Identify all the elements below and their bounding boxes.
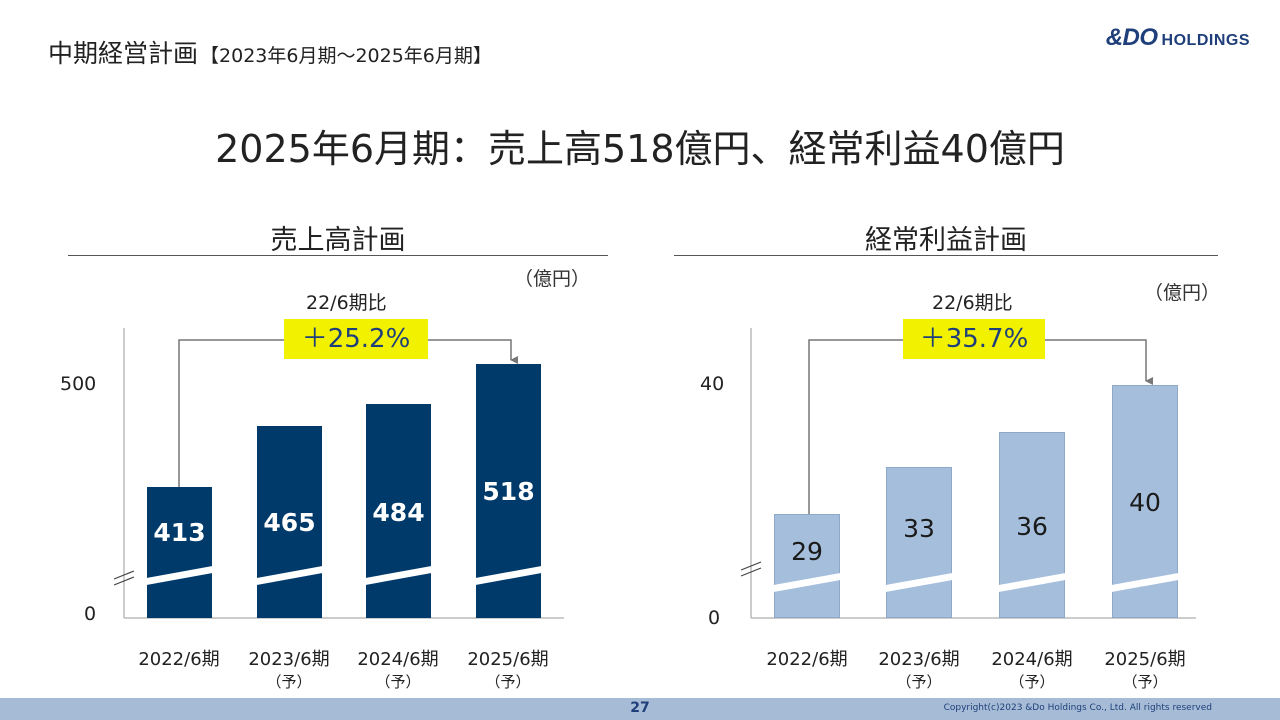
- sales-comparison-label: 22/6期比: [306, 292, 387, 314]
- sales-axis-break-icon: [113, 570, 135, 586]
- slide-title-period: 【2023年6月期～2025年6月期】: [200, 45, 492, 67]
- sales-value-2022: 413: [153, 518, 206, 547]
- logo-text: HOLDINGS: [1161, 32, 1250, 49]
- profit-xcat-2024-year: 2024/6期: [991, 649, 1073, 670]
- sales-ytick-500: 500: [60, 373, 97, 395]
- sales-panel-rule: [68, 255, 608, 256]
- sales-xcat-2025-year: 2025/6期: [467, 649, 549, 670]
- profit-comparison-label: 22/6期比: [932, 292, 1013, 314]
- sales-value-2025: 518: [482, 477, 535, 506]
- profit-xcat-2022-year: 2022/6期: [766, 649, 848, 670]
- profit-xcat-2023: 2023/6期 （予）: [869, 648, 969, 692]
- profit-xcat-2024-note: （予）: [1009, 673, 1055, 691]
- sales-bracket-right: [428, 339, 518, 364]
- profit-bracket-right: [1045, 339, 1153, 385]
- profit-panel-title: 経常利益計画: [865, 225, 1027, 256]
- profit-bar-2022: [774, 514, 840, 618]
- sales-xcat-2024-year: 2024/6期: [357, 649, 439, 670]
- profit-ytick-40: 40: [700, 373, 725, 395]
- sales-xcat-2022: 2022/6期: [129, 648, 229, 672]
- sales-panel-title: 売上高計画: [270, 225, 406, 256]
- profit-panel-rule: [674, 255, 1218, 256]
- sales-value-2024: 484: [372, 498, 425, 527]
- copyright-notice: Copyright(c)2023 &Do Holdings Co., Ltd. …: [943, 703, 1212, 713]
- sales-bar-2022: [147, 487, 212, 618]
- sales-ytick-0: 0: [84, 603, 97, 625]
- sales-growth-highlight: ＋25.2%: [284, 319, 428, 359]
- sales-xcat-2024-note: （予）: [375, 673, 421, 691]
- profit-xcat-2023-note: （予）: [896, 673, 942, 691]
- profit-unit-label: （億円）: [1144, 282, 1221, 304]
- profit-axis-break-icon: [740, 561, 762, 577]
- profit-value-2025: 40: [1129, 488, 1161, 517]
- profit-xcat-2023-year: 2023/6期: [878, 649, 960, 670]
- logo-mark: &DO: [1105, 24, 1158, 51]
- slide-title: 中期経営計画 【2023年6月期～2025年6月期】: [48, 34, 492, 70]
- slide-title-main: 中期経営計画: [48, 39, 199, 68]
- sales-xcat-2022-year: 2022/6期: [138, 649, 220, 670]
- profit-xcat-2024: 2024/6期 （予）: [982, 648, 1082, 692]
- profit-xcat-2025-note: （予）: [1122, 673, 1168, 691]
- page-number: 27: [630, 700, 650, 716]
- profit-xcat-2025-year: 2025/6期: [1104, 649, 1186, 670]
- sales-unit-label: （億円）: [514, 268, 591, 290]
- headline: 2025年6月期：売上高518億円、経常利益40億円: [215, 127, 1065, 171]
- sales-xcat-2025: 2025/6期 （予）: [458, 648, 558, 692]
- profit-ytick-0: 0: [708, 607, 721, 629]
- sales-xcat-2023-year: 2023/6期: [248, 649, 330, 670]
- company-logo: &DO HOLDINGS: [1106, 24, 1250, 52]
- sales-xcat-2023-note: （予）: [266, 673, 312, 691]
- profit-xcat-2025: 2025/6期 （予）: [1095, 648, 1195, 692]
- sales-bar-2023: [257, 426, 322, 618]
- profit-value-2023: 33: [903, 514, 935, 543]
- sales-xcat-2024: 2024/6期 （予）: [348, 648, 448, 692]
- profit-value-2022: 29: [791, 537, 823, 566]
- sales-value-2023: 465: [263, 508, 316, 537]
- sales-xcat-2025-note: （予）: [485, 673, 531, 691]
- profit-value-2024: 36: [1016, 512, 1048, 541]
- sales-xcat-2023: 2023/6期 （予）: [239, 648, 339, 692]
- profit-growth-highlight: ＋35.7%: [903, 319, 1045, 359]
- profit-xcat-2022: 2022/6期: [757, 648, 857, 672]
- footer-bar: [0, 698, 1280, 720]
